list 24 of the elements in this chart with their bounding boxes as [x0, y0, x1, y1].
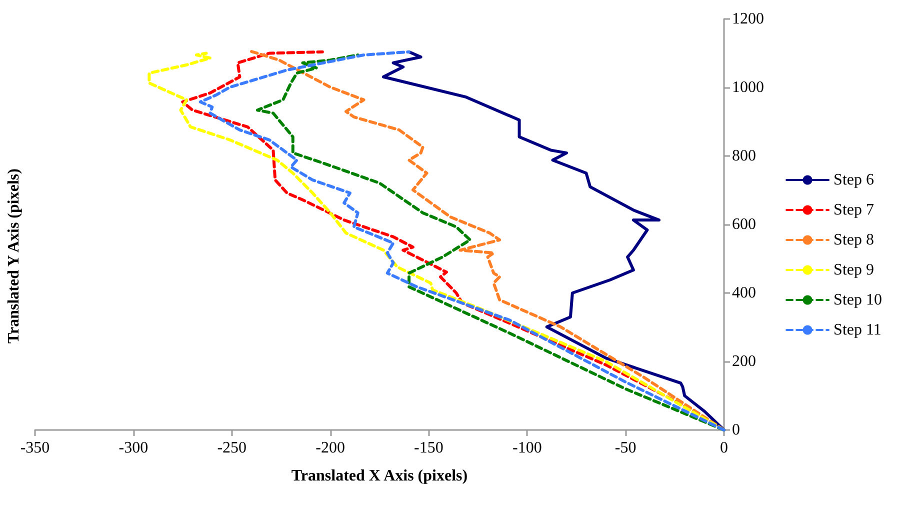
x-tick-label: -250 [217, 440, 247, 456]
x-tick-label: -350 [20, 440, 50, 456]
x-tick-label: -100 [512, 440, 542, 456]
legend-label: Step 11 [834, 322, 882, 338]
legend-label: Step 8 [834, 232, 874, 248]
y-tick-label: 200 [732, 353, 756, 370]
x-tick-label: 0 [720, 440, 728, 456]
y-tick-label: 1200 [732, 10, 764, 28]
y-tick-label: 400 [732, 284, 756, 302]
y-tick-label: 600 [732, 216, 756, 233]
y-tick-label: 0 [732, 422, 740, 438]
y-tick-label: 800 [732, 148, 756, 164]
legend-label: Step 10 [834, 292, 882, 308]
y-axis-title: Translated Y Axis (pixels) [6, 168, 22, 344]
y-tick-label: 1000 [732, 79, 764, 96]
legend-label: Step 6 [834, 172, 874, 188]
legend-label: Step 7 [834, 202, 874, 218]
x-tick-label: -300 [118, 440, 148, 456]
legend-label: Step 9 [834, 262, 874, 278]
line-series [382, 50, 726, 432]
x-tick-label: -150 [414, 440, 444, 456]
x-axis-title: Translated X Axis (pixels) [291, 468, 468, 484]
x-tick-label: -200 [316, 440, 345, 456]
x-tick-label: -50 [614, 440, 636, 456]
